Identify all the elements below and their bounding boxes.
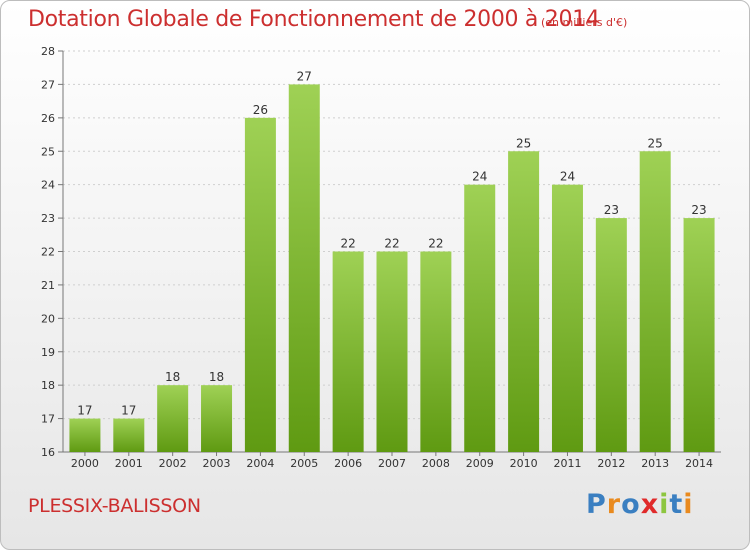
x-tick-label-2013: 2013 bbox=[641, 457, 669, 470]
data-label-2014: 23 bbox=[691, 203, 706, 217]
data-label-2000: 17 bbox=[77, 404, 92, 418]
bar-2013 bbox=[639, 151, 671, 452]
bar-2000 bbox=[69, 418, 101, 452]
x-tick-label-2000: 2000 bbox=[71, 457, 99, 470]
bar-2001 bbox=[113, 418, 145, 452]
logo-letter: t bbox=[669, 489, 684, 520]
bar-2009 bbox=[464, 184, 496, 452]
data-label-2007: 22 bbox=[384, 237, 399, 251]
logo-letter: r bbox=[606, 489, 622, 520]
data-label-2012: 23 bbox=[604, 203, 619, 217]
bar-2006 bbox=[332, 251, 364, 452]
x-tick-label-2014: 2014 bbox=[685, 457, 713, 470]
bar-2011 bbox=[551, 184, 583, 452]
place-name: PLESSIX-BALISSON bbox=[28, 495, 201, 517]
x-tick-label-2001: 2001 bbox=[115, 457, 143, 470]
data-label-2005: 27 bbox=[297, 69, 312, 83]
proxiti-logo: Proxiti bbox=[586, 489, 694, 520]
y-tick-label: 27 bbox=[41, 78, 55, 91]
logo-letter: i bbox=[683, 489, 694, 520]
chart-title: Dotation Globale de Fonctionnement de 20… bbox=[28, 7, 600, 32]
data-label-2002: 18 bbox=[165, 370, 180, 384]
bar-2004 bbox=[244, 117, 276, 452]
logo-letter: P bbox=[586, 489, 607, 520]
data-label-2013: 25 bbox=[648, 136, 663, 150]
bars bbox=[69, 84, 715, 453]
x-tick-label-2006: 2006 bbox=[334, 457, 362, 470]
y-tick-label: 18 bbox=[41, 379, 55, 392]
bar-2014 bbox=[683, 218, 715, 452]
x-tick-label-2011: 2011 bbox=[553, 457, 581, 470]
y-tick-label: 24 bbox=[41, 179, 55, 192]
logo-letter: i bbox=[659, 489, 670, 520]
data-label-2001: 17 bbox=[121, 404, 136, 418]
data-label-2009: 24 bbox=[472, 170, 487, 184]
y-tick-label: 16 bbox=[41, 446, 55, 459]
y-tick-label: 26 bbox=[41, 112, 55, 125]
y-tick-label: 19 bbox=[41, 346, 55, 359]
y-tick-label: 22 bbox=[41, 246, 55, 259]
y-tick-label: 17 bbox=[41, 413, 55, 426]
y-tick-label: 23 bbox=[41, 212, 55, 225]
x-tick-label-2002: 2002 bbox=[159, 457, 187, 470]
data-label-2003: 18 bbox=[209, 370, 224, 384]
bar-2008 bbox=[420, 251, 452, 452]
logo-letter: o bbox=[621, 489, 641, 520]
bar-2012 bbox=[595, 218, 627, 452]
y-tick-label: 25 bbox=[41, 145, 55, 158]
x-tick-label-2004: 2004 bbox=[246, 457, 274, 470]
bar-2005 bbox=[288, 84, 320, 453]
data-label-2011: 24 bbox=[560, 170, 575, 184]
chart-subtitle: (en milliers d'€) bbox=[541, 16, 628, 29]
y-tick-label: 21 bbox=[41, 279, 55, 292]
x-tick-label-2008: 2008 bbox=[422, 457, 450, 470]
data-label-2004: 26 bbox=[253, 103, 268, 117]
bar-2002 bbox=[157, 385, 189, 452]
data-label-2006: 22 bbox=[340, 237, 355, 251]
bar-2010 bbox=[508, 151, 540, 452]
x-tick-label-2012: 2012 bbox=[597, 457, 625, 470]
bar-2007 bbox=[376, 251, 408, 452]
labels: 17 2000 17 2001 18 2002 18 2003 26 2004 27 2005 22 20… bbox=[71, 69, 713, 470]
data-label-2010: 25 bbox=[516, 136, 531, 150]
y-tick-label: 28 bbox=[41, 45, 55, 58]
data-label-2008: 22 bbox=[428, 237, 443, 251]
x-tick-label-2003: 2003 bbox=[203, 457, 231, 470]
x-tick-label-2010: 2010 bbox=[510, 457, 538, 470]
x-tick-label-2005: 2005 bbox=[290, 457, 318, 470]
logo-letter: x bbox=[640, 489, 660, 520]
y-tick-label: 20 bbox=[41, 312, 55, 325]
x-tick-label-2007: 2007 bbox=[378, 457, 406, 470]
x-tick-label-2009: 2009 bbox=[466, 457, 494, 470]
bar-2003 bbox=[201, 385, 233, 452]
